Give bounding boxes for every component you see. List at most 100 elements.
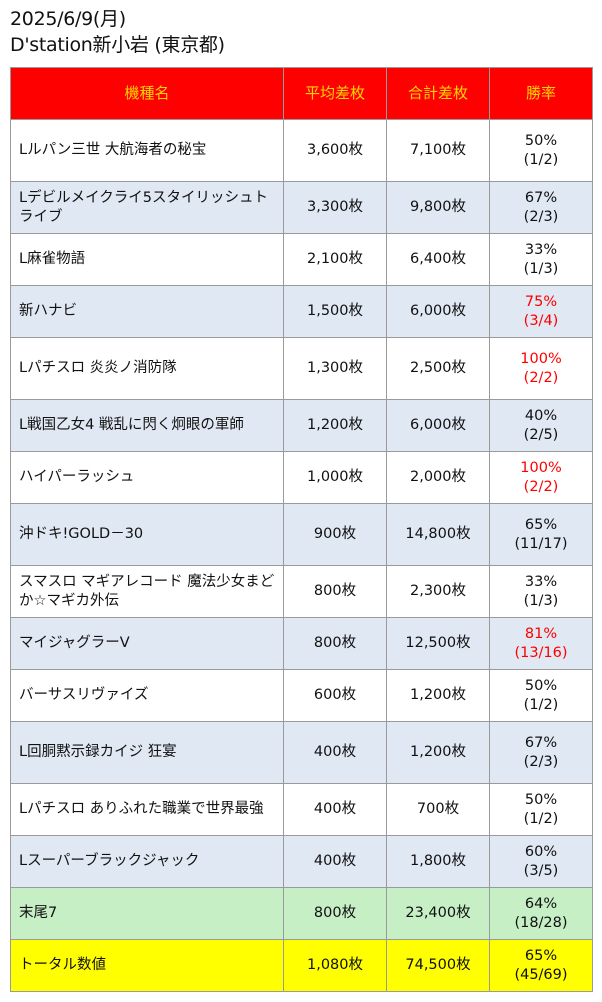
avg-diff: 1,500枚 xyxy=(283,285,387,338)
report-date: 2025/6/9(月) xyxy=(10,8,126,30)
win-percent: 67% xyxy=(524,189,558,206)
win-percent: 50% xyxy=(524,791,558,808)
table-row: 沖ドキ!GOLD－30 900枚 14,800枚 65% (11/17) xyxy=(10,503,593,566)
col-header-avg: 平均差枚 xyxy=(283,67,387,120)
machine-name: L麻雀物語 xyxy=(10,233,284,286)
total-diff: 6,000枚 xyxy=(386,285,490,338)
total-diff: 7,100枚 xyxy=(386,119,490,182)
win-rate: 33% (1/3) xyxy=(489,233,593,286)
machine-name: スマスロ マギアレコード 魔法少女まどか☆マギカ外伝 xyxy=(10,565,284,618)
win-ratio: (13/16) xyxy=(514,644,568,661)
win-percent: 75% xyxy=(524,293,558,310)
table-row: Lパチスロ ありふれた職業で世界最強 400枚 700枚 50% (1/2) xyxy=(10,783,593,836)
win-percent: 50% xyxy=(524,132,558,149)
machine-name: ハイパーラッシュ xyxy=(10,451,284,504)
avg-diff: 3,600枚 xyxy=(283,119,387,182)
table-row: Lスーパーブラックジャック 400枚 1,800枚 60% (3/5) xyxy=(10,835,593,888)
total-diff: 23,400枚 xyxy=(386,887,490,940)
total-diff: 74,500枚 xyxy=(386,939,490,992)
win-percent: 67% xyxy=(524,734,558,751)
win-rate: 50% (1/2) xyxy=(489,783,593,836)
win-ratio: (3/4) xyxy=(523,312,559,329)
total-diff: 6,400枚 xyxy=(386,233,490,286)
avg-diff: 1,000枚 xyxy=(283,451,387,504)
machine-name: Lパチスロ 炎炎ノ消防隊 xyxy=(10,337,284,400)
total-diff: 9,800枚 xyxy=(386,181,490,234)
table-row: 末尾7 800枚 23,400枚 64% (18/28) xyxy=(10,887,593,940)
total-diff: 1,800枚 xyxy=(386,835,490,888)
table-row: 新ハナビ 1,500枚 6,000枚 75% (3/4) xyxy=(10,285,593,338)
total-diff: 1,200枚 xyxy=(386,721,490,784)
win-ratio: (1/2) xyxy=(523,696,559,713)
avg-diff: 2,100枚 xyxy=(283,233,387,286)
machine-name: Lルパン三世 大航海者の秘宝 xyxy=(10,119,284,182)
win-percent: 100% xyxy=(520,459,562,476)
win-ratio: (45/69) xyxy=(514,966,568,983)
avg-diff: 800枚 xyxy=(283,887,387,940)
avg-diff: 400枚 xyxy=(283,783,387,836)
total-diff: 2,000枚 xyxy=(386,451,490,504)
store-name: D'station新小岩 (東京都) xyxy=(10,34,225,56)
total-diff: 2,300枚 xyxy=(386,565,490,618)
win-rate: 81% (13/16) xyxy=(489,617,593,670)
win-ratio: (18/28) xyxy=(514,914,568,931)
avg-diff: 900枚 xyxy=(283,503,387,566)
table-row: バーサスリヴァイズ 600枚 1,200枚 50% (1/2) xyxy=(10,669,593,722)
win-rate: 33% (1/3) xyxy=(489,565,593,618)
win-rate: 65% (11/17) xyxy=(489,503,593,566)
win-ratio: (1/2) xyxy=(523,810,559,827)
machine-name: Lスーパーブラックジャック xyxy=(10,835,284,888)
win-ratio: (11/17) xyxy=(514,535,568,552)
machine-name: 新ハナビ xyxy=(10,285,284,338)
win-ratio: (2/2) xyxy=(523,369,559,386)
win-ratio: (3/5) xyxy=(523,862,559,879)
total-diff: 1,200枚 xyxy=(386,669,490,722)
machine-name: 末尾7 xyxy=(10,887,284,940)
win-ratio: (2/3) xyxy=(523,753,559,770)
win-rate: 60% (3/5) xyxy=(489,835,593,888)
avg-diff: 400枚 xyxy=(283,721,387,784)
win-percent: 33% xyxy=(524,241,558,258)
machine-name: Lデビルメイクライ5スタイリッシュトライブ xyxy=(10,181,284,234)
machine-name: マイジャグラーV xyxy=(10,617,284,670)
table-row: Lルパン三世 大航海者の秘宝 3,600枚 7,100枚 50% (1/2) xyxy=(10,119,593,182)
win-rate: 100% (2/2) xyxy=(489,451,593,504)
win-ratio: (1/2) xyxy=(523,151,559,168)
win-rate: 65% (45/69) xyxy=(489,939,593,992)
avg-diff: 400枚 xyxy=(283,835,387,888)
win-percent: 50% xyxy=(524,677,558,694)
table-row: L麻雀物語 2,100枚 6,400枚 33% (1/3) xyxy=(10,233,593,286)
table-row: ハイパーラッシュ 1,000枚 2,000枚 100% (2/2) xyxy=(10,451,593,504)
avg-diff: 800枚 xyxy=(283,617,387,670)
win-percent: 64% xyxy=(524,895,558,912)
win-percent: 81% xyxy=(524,625,558,642)
table-row: Lデビルメイクライ5スタイリッシュトライブ 3,300枚 9,800枚 67% (2/3… xyxy=(10,181,593,234)
total-diff: 2,500枚 xyxy=(386,337,490,400)
win-rate: 40% (2/5) xyxy=(489,399,593,452)
table-row: トータル数値 1,080枚 74,500枚 65% (45/69) xyxy=(10,939,593,992)
table-header-row: 機種名 平均差枚 合計差枚 勝率 xyxy=(10,67,593,120)
win-ratio: (1/3) xyxy=(523,260,559,277)
win-ratio: (1/3) xyxy=(523,592,559,609)
table-row: スマスロ マギアレコード 魔法少女まどか☆マギカ外伝 800枚 2,300枚 33% (… xyxy=(10,565,593,618)
machine-name: 沖ドキ!GOLD－30 xyxy=(10,503,284,566)
win-percent: 33% xyxy=(524,573,558,590)
col-header-machine: 機種名 xyxy=(10,67,284,120)
total-diff: 12,500枚 xyxy=(386,617,490,670)
win-rate: 50% (1/2) xyxy=(489,669,593,722)
win-percent: 100% xyxy=(520,350,562,367)
table-row: Lパチスロ 炎炎ノ消防隊 1,300枚 2,500枚 100% (2/2) xyxy=(10,337,593,400)
avg-diff: 1,200枚 xyxy=(283,399,387,452)
table-row: マイジャグラーV 800枚 12,500枚 81% (13/16) xyxy=(10,617,593,670)
avg-diff: 800枚 xyxy=(283,565,387,618)
win-percent: 60% xyxy=(524,843,558,860)
win-ratio: (2/2) xyxy=(523,478,559,495)
machine-name: L戦国乙女4 戦乱に閃く炯眼の軍師 xyxy=(10,399,284,452)
col-header-winrate: 勝率 xyxy=(489,67,593,120)
machine-name: トータル数値 xyxy=(10,939,284,992)
machine-name: L回胴黙示録カイジ 狂宴 xyxy=(10,721,284,784)
total-diff: 6,000枚 xyxy=(386,399,490,452)
win-rate: 67% (2/3) xyxy=(489,721,593,784)
total-diff: 14,800枚 xyxy=(386,503,490,566)
table-row: L回胴黙示録カイジ 狂宴 400枚 1,200枚 67% (2/3) xyxy=(10,721,593,784)
